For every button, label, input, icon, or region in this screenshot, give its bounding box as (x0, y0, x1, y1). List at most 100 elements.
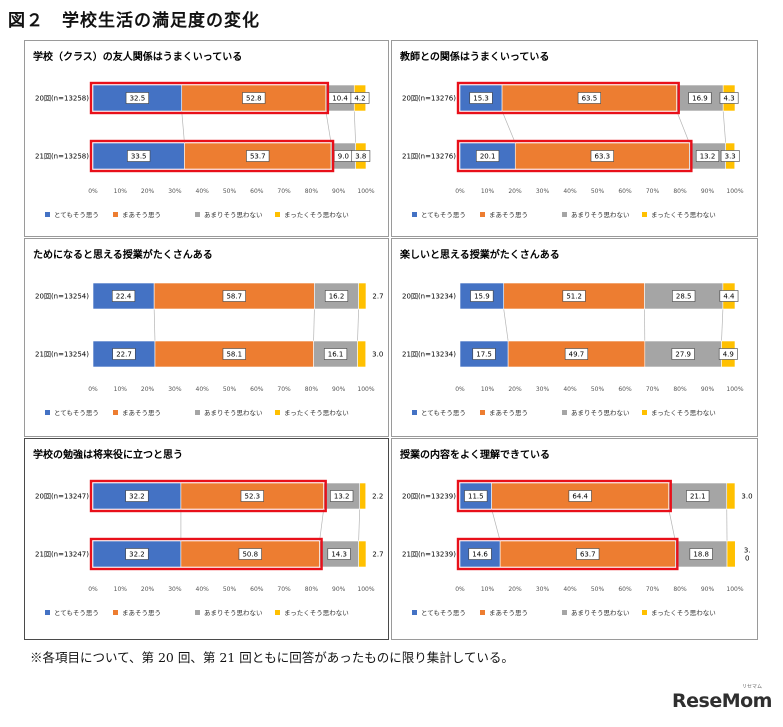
data-label-box (718, 348, 738, 360)
data-label-box (222, 290, 246, 302)
legend-label: あまりそう思わない (571, 409, 630, 417)
data-label: 4.2 (354, 95, 365, 103)
x-tick-label: 20% (508, 586, 522, 593)
legend-label: まあそう思う (489, 211, 528, 219)
x-tick-label: 40% (196, 188, 210, 195)
x-tick-label: 0% (88, 386, 98, 393)
category-label: 21回(n=13234) (402, 351, 456, 359)
data-label: 0 (745, 555, 749, 563)
data-label-box (246, 150, 270, 162)
data-label-box (472, 348, 496, 360)
x-tick-label: 40% (563, 386, 577, 393)
legend-label: まったくそう思わない (284, 211, 349, 219)
data-label-box (695, 150, 720, 162)
data-label-box (577, 92, 601, 104)
data-label-box (470, 290, 494, 302)
legend-label: とてもそう思う (421, 211, 466, 219)
legend-swatch-very-agree (412, 610, 417, 615)
data-label: 22.7 (116, 351, 132, 359)
x-tick-label: 90% (332, 386, 346, 393)
data-label: 14.3 (331, 551, 347, 559)
data-label-box (671, 348, 695, 360)
series-connector-line (503, 308, 509, 342)
highlight-box (456, 479, 672, 513)
data-label-box (242, 92, 266, 104)
category-label: 20回(n=13247) (35, 493, 89, 501)
series-connector-line (721, 308, 724, 342)
data-label-box (222, 348, 246, 360)
category-label: 20回(n=13276) (402, 95, 456, 103)
x-tick-label: 60% (618, 586, 632, 593)
legend-label: とてもそう思う (54, 409, 99, 417)
x-tick-label: 70% (277, 586, 291, 593)
highlight-box (89, 139, 335, 173)
series-connector-line (325, 110, 332, 144)
x-tick-label: 60% (250, 188, 264, 195)
data-label-box (464, 490, 488, 502)
data-label: 15.9 (474, 293, 490, 301)
legend-label: あまりそう思わない (204, 211, 263, 219)
category-label: 20回(n=13234) (402, 293, 456, 301)
x-tick-label: 80% (673, 386, 687, 393)
data-label-box (564, 348, 589, 360)
resemom-logo-subtext: リセマム (742, 684, 763, 690)
data-label: 17.5 (476, 351, 492, 359)
x-tick-label: 30% (168, 386, 182, 393)
x-tick-label: 30% (536, 586, 550, 593)
data-label: 4.4 (723, 293, 735, 301)
resemom-logo: ReseMom (672, 690, 772, 712)
series-connector-line (357, 308, 359, 342)
data-label-box (476, 150, 500, 162)
data-label: 4.9 (723, 351, 734, 359)
data-label: 51.2 (566, 293, 582, 301)
x-tick-label: 30% (536, 188, 550, 195)
data-label: 16.1 (328, 351, 344, 359)
x-tick-label: 80% (305, 386, 319, 393)
data-label: 63.3 (595, 153, 611, 161)
x-tick-label: 90% (332, 586, 346, 593)
chart-svg: 学校（クラス）の友人関係はうまくいっている 0% 10% 20% 30% 40% 50% 60… (33, 50, 375, 219)
x-tick-label: 20% (141, 386, 155, 393)
x-tick-label: 70% (277, 188, 291, 195)
data-label-box (127, 150, 151, 162)
x-tick-label: 0% (88, 586, 98, 593)
legend-label: とてもそう思う (421, 609, 466, 617)
bar-strongly-disagree (726, 540, 736, 568)
x-tick-label: 70% (646, 586, 660, 593)
legend-label: まったくそう思わない (651, 409, 716, 417)
legend-label: まったくそう思わない (284, 609, 349, 617)
x-tick-label: 100% (357, 386, 374, 393)
x-tick-label: 10% (481, 188, 495, 195)
data-label: 32.2 (129, 493, 145, 501)
chart-panel-understanding: 授業の内容をよく理解できている 0% 10% 20% 30% 40% 50% 60% 70% 80… (391, 438, 758, 640)
data-label: 21.1 (690, 493, 706, 501)
legend-swatch-strongly-disagree (275, 410, 280, 415)
x-tick-label: 10% (114, 188, 128, 195)
bar-strongly-disagree (358, 540, 367, 568)
data-label: 9.0 (338, 153, 349, 161)
data-label-box (330, 490, 354, 502)
x-tick-label: 30% (168, 586, 182, 593)
legend-swatch-very-agree (412, 410, 417, 415)
legend-label: まったくそう思わない (651, 609, 716, 617)
x-tick-label: 80% (673, 188, 687, 195)
legend-swatch-disagree (195, 212, 200, 217)
legend-swatch-disagree (195, 410, 200, 415)
data-label: 32.5 (130, 95, 146, 103)
legend-swatch-strongly-disagree (642, 212, 647, 217)
chart-panel-friends: 学校（クラス）の友人関係はうまくいっている 0% 10% 20% 30% 40% 50% 60… (24, 40, 389, 237)
data-label: 3.0 (741, 493, 752, 501)
chart-title: 教師との関係はうまくいっている (399, 50, 549, 63)
data-label: 3.3 (725, 153, 736, 161)
chart-svg: 授業の内容をよく理解できている 0% 10% 20% 30% 40% 50% 60% 70% 80… (400, 448, 753, 617)
data-label: 14.6 (472, 551, 488, 559)
x-tick-label: 40% (196, 386, 210, 393)
category-label: 21回(n=13276) (402, 153, 456, 161)
data-label: 2.2 (372, 493, 383, 501)
series-connector-line (676, 110, 690, 144)
data-label: 16.9 (692, 95, 708, 103)
legend-swatch-agree (113, 212, 118, 217)
x-tick-label: 50% (591, 586, 605, 593)
chart-panel-fun-classes: 楽しいと思える授業がたくさんある 0% 10% 20% 30% 40% 50% 60% 70% 8… (391, 238, 758, 437)
legend-label: まったくそう思わない (651, 211, 716, 219)
